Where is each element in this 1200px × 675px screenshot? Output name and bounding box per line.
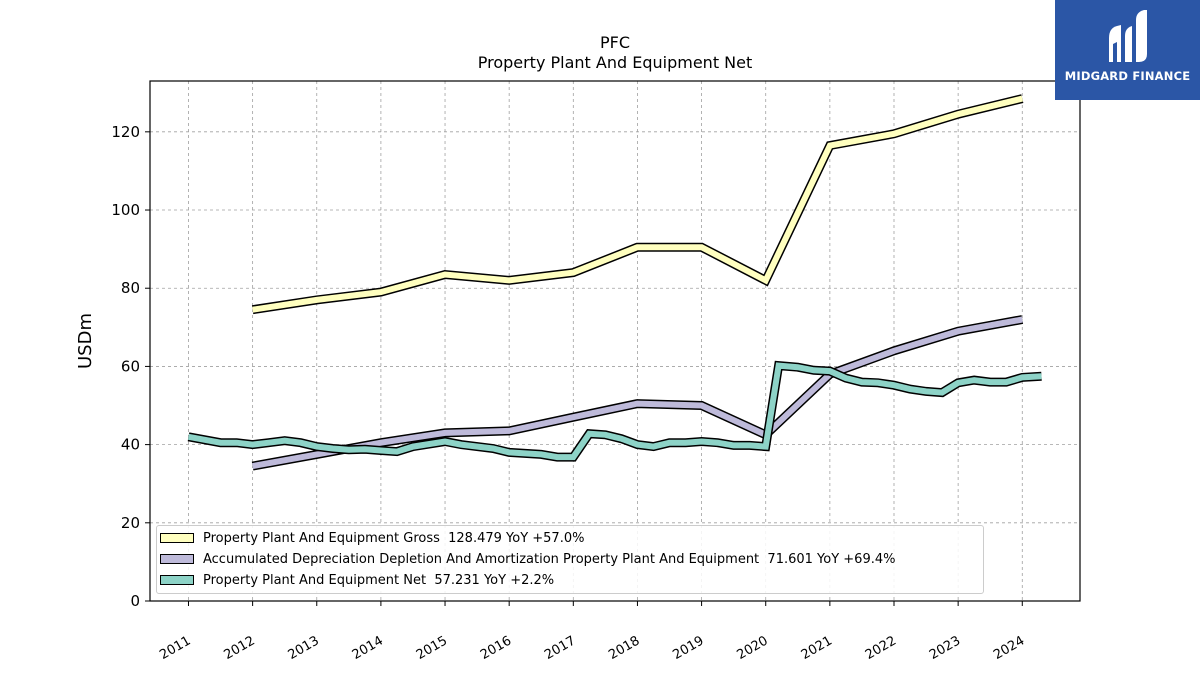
x-tick-label: 2015 — [414, 633, 450, 663]
series-lines — [187, 94, 1042, 471]
legend-label: Property Plant And Equipment Gross 128.4… — [203, 530, 585, 546]
legend-label: Accumulated Depreciation Depletion And A… — [203, 551, 896, 567]
legend-item: Accumulated Depreciation Depletion And A… — [160, 549, 895, 569]
x-axis-ticks: 2011 2012 2013 2014 2015 2016 2017 2018 2019 2020… — [157, 601, 1027, 663]
legend-swatch — [160, 554, 194, 564]
chart-subtitle: Property Plant And Equipment Net — [477, 53, 753, 72]
legend-item: Property Plant And Equipment Gross 128.4… — [160, 528, 584, 548]
x-tick-label: 2024 — [991, 633, 1027, 663]
x-tick-label: 2018 — [606, 633, 642, 663]
y-tick-label: 60 — [121, 357, 140, 375]
brand-logo: MIDGARD FINANCE — [1055, 0, 1200, 100]
series-line — [252, 316, 1023, 470]
x-tick-label: 2021 — [799, 633, 835, 663]
x-tick-label: 2013 — [286, 633, 322, 663]
logo-mark-icon — [1109, 10, 1147, 62]
logo-text: MIDGARD FINANCE — [1064, 69, 1191, 83]
y-tick-label: 20 — [121, 514, 140, 532]
y-tick-label: 120 — [111, 123, 140, 141]
y-tick-label: 0 — [130, 592, 140, 610]
series-line — [252, 95, 1024, 313]
y-axis-label: USDm — [75, 313, 96, 369]
series-line — [187, 362, 1042, 461]
y-tick-label: 40 — [121, 436, 140, 454]
y-axis-ticks: 0 20 40 60 80 100 120 — [111, 123, 150, 610]
x-tick-label: 2019 — [670, 633, 706, 663]
x-tick-label: 2014 — [350, 633, 386, 663]
x-tick-label: 2016 — [478, 633, 514, 663]
legend-swatch — [160, 533, 194, 543]
plot-frame — [149, 80, 1081, 602]
x-tick-label: 2022 — [863, 633, 899, 663]
y-tick-label: 80 — [121, 279, 140, 297]
x-tick-label: 2012 — [221, 633, 257, 663]
x-tick-label: 2020 — [735, 633, 771, 663]
y-tick-label: 100 — [111, 201, 140, 219]
legend-label: Property Plant And Equipment Net 57.231 … — [203, 572, 555, 588]
grid-lines — [150, 81, 1080, 602]
legend-swatch — [160, 575, 194, 585]
chart-title: PFC — [599, 33, 631, 52]
x-tick-label: 2017 — [542, 633, 578, 663]
chart-legend: Property Plant And Equipment Gross 128.4… — [156, 525, 984, 594]
x-tick-label: 2011 — [157, 633, 193, 663]
legend-item: Property Plant And Equipment Net 57.231 … — [160, 570, 554, 590]
x-tick-label: 2023 — [927, 633, 963, 663]
